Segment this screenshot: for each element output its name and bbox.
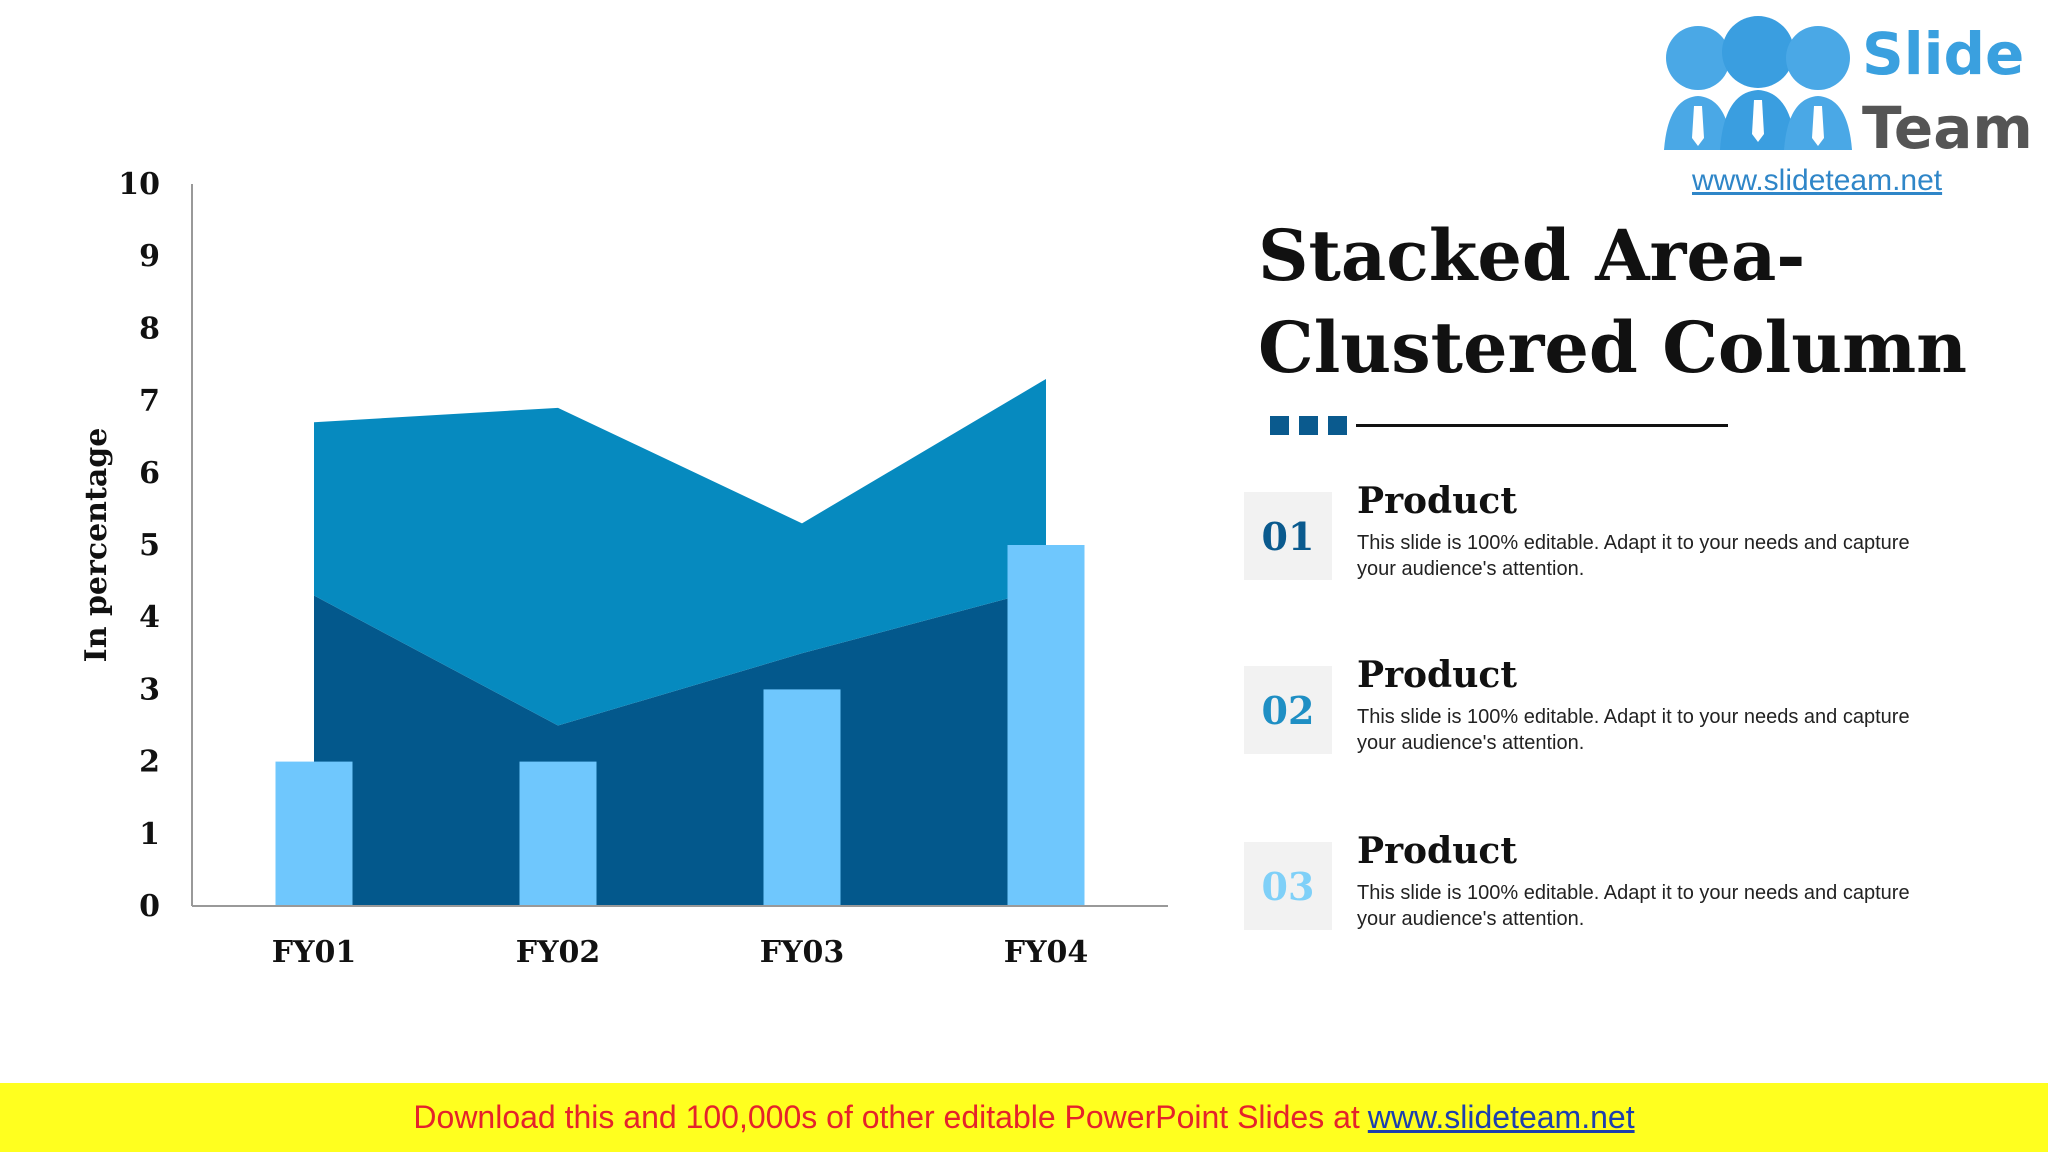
item-number: 03	[1244, 842, 1332, 930]
slide-title: Stacked Area- Clustered Column	[1258, 210, 2018, 394]
logo-url-link[interactable]: www.slideteam.net	[1692, 164, 1943, 197]
area-series-1	[314, 588, 1046, 906]
y-tick-label: 7	[139, 384, 160, 419]
stacked-area-column-chart: 0 1 2 3 4 5 6 7 8 9 10 FY01 FY02 FY03 FY04 In percent…	[79, 167, 1168, 970]
logo-word-slide: Slide	[1862, 20, 2025, 88]
y-tick-label: 0	[139, 889, 160, 924]
list-item-3: 03 Product This slide is 100% editable. …	[1244, 830, 1964, 940]
slideteam-logo: Slide Team www.slideteam.net	[1640, 0, 2040, 200]
x-tick-label: FY02	[516, 935, 600, 970]
item-heading: Product	[1357, 830, 1517, 872]
item-number: 02	[1244, 666, 1332, 754]
deco-square	[1328, 416, 1347, 435]
title-line-1: Stacked Area-	[1258, 214, 1806, 297]
bar-fy01	[275, 761, 353, 906]
title-decoration	[1270, 416, 1730, 436]
y-tick-label: 6	[139, 456, 160, 491]
y-tick-label: 3	[139, 672, 160, 707]
item-description: This slide is 100% editable. Adapt it to…	[1357, 882, 1910, 930]
bar-fy03	[763, 689, 841, 906]
y-tick-label: 2	[139, 745, 160, 780]
bar-fy02	[519, 761, 597, 906]
x-tick-label: FY03	[760, 935, 844, 970]
area-layer	[314, 378, 1046, 906]
list-item-2: 02 Product This slide is 100% editable. …	[1244, 654, 1964, 764]
banner-text: Download this and 100,000s of other edit…	[413, 1099, 1360, 1135]
y-tick-labels: 0 1 2 3 4 5 6 7 8 9 10	[118, 167, 160, 924]
logo-word-team: Team	[1862, 94, 2033, 162]
title-line-2: Clustered Column	[1258, 306, 1968, 389]
item-heading: Product	[1357, 480, 1517, 522]
y-tick-label: 8	[139, 311, 160, 346]
item-description: This slide is 100% editable. Adapt it to…	[1357, 706, 1910, 754]
y-tick-label: 1	[139, 817, 160, 852]
y-tick-label: 9	[139, 239, 160, 274]
x-tick-labels: FY01 FY02 FY03 FY04	[272, 935, 1088, 970]
y-tick-label: 10	[118, 167, 160, 202]
y-axis-title: In percentage	[79, 428, 114, 663]
deco-square	[1270, 416, 1289, 435]
deco-line	[1356, 424, 1728, 427]
item-number: 01	[1244, 492, 1332, 580]
item-description: This slide is 100% editable. Adapt it to…	[1357, 532, 1910, 580]
area-series-2	[314, 378, 1046, 726]
list-item-1: 01 Product This slide is 100% editable. …	[1244, 480, 1964, 590]
download-banner: Download this and 100,000s of other edit…	[0, 1083, 2048, 1152]
deco-square	[1299, 416, 1318, 435]
item-heading: Product	[1357, 654, 1517, 696]
bar-fy04	[1007, 545, 1085, 906]
bar-layer	[275, 545, 1085, 906]
x-tick-label: FY04	[1004, 935, 1088, 970]
y-tick-label: 4	[139, 600, 160, 635]
banner-link[interactable]: www.slideteam.net	[1367, 1099, 1635, 1135]
y-tick-label: 5	[139, 528, 160, 563]
x-tick-label: FY01	[272, 935, 356, 970]
people-icon	[1664, 16, 1852, 150]
